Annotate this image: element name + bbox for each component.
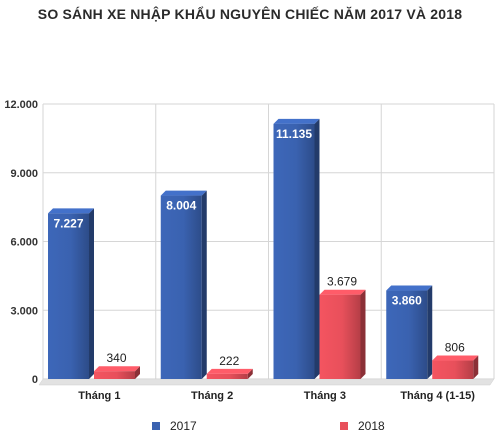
- bar-2018-4: [432, 360, 474, 379]
- bar-side: [427, 285, 433, 379]
- chart-title: SO SÁNH XE NHẬP KHẨU NGUYÊN CHIẾC NĂM 20…: [37, 6, 463, 22]
- bar-2017-2: [160, 195, 202, 379]
- y-tick-label: 6.000: [10, 237, 38, 249]
- bar-side: [89, 208, 94, 379]
- data-label: 222: [219, 354, 239, 368]
- data-label: 806: [445, 341, 465, 355]
- bar-top: [273, 118, 320, 124]
- data-label: 3.860: [392, 294, 422, 308]
- chart-floor: [38, 378, 495, 386]
- legend-label-2017: 2017: [170, 419, 197, 433]
- bar-top: [160, 190, 207, 196]
- bar-top: [206, 368, 253, 374]
- x-tick-label: Tháng 2: [191, 390, 233, 402]
- bar-side: [473, 355, 479, 379]
- bar-top: [48, 208, 94, 214]
- bar-2018-1: [94, 371, 135, 379]
- legend-swatch-2018: [340, 422, 348, 430]
- data-label: 7.227: [53, 216, 83, 230]
- bar-top: [386, 285, 433, 291]
- legend-label-2018: 2018: [358, 419, 385, 433]
- bar-side: [135, 366, 140, 379]
- y-tick-label: 0: [32, 374, 38, 386]
- y-tick-label: 12.000: [4, 99, 38, 111]
- x-tick-label: Tháng 1: [78, 390, 120, 402]
- data-label: 3.679: [327, 275, 357, 289]
- legend-swatch-2017: [152, 422, 160, 430]
- y-tick-label: 3.000: [10, 305, 38, 317]
- bar-top: [94, 366, 140, 372]
- bar-top: [319, 289, 366, 295]
- data-label: 8.004: [166, 199, 196, 213]
- x-tick-label: Tháng 3: [304, 390, 346, 402]
- bar-side: [360, 289, 366, 379]
- bar-side: [201, 190, 207, 379]
- bar-2018-2: [206, 373, 248, 379]
- bar-top: [432, 355, 479, 361]
- bar-2017-4: [386, 290, 428, 379]
- bar-side: [314, 118, 320, 380]
- bar-side: [247, 368, 253, 379]
- bar-2017-1: [48, 213, 89, 379]
- x-tick-label: Tháng 4 (1-15): [400, 390, 475, 402]
- y-tick-label: 9.000: [10, 168, 38, 180]
- bar-2018-3: [319, 294, 361, 379]
- data-label: 340: [106, 351, 126, 365]
- bar-2017-3: [273, 123, 315, 380]
- data-label: 11.135: [276, 127, 312, 141]
